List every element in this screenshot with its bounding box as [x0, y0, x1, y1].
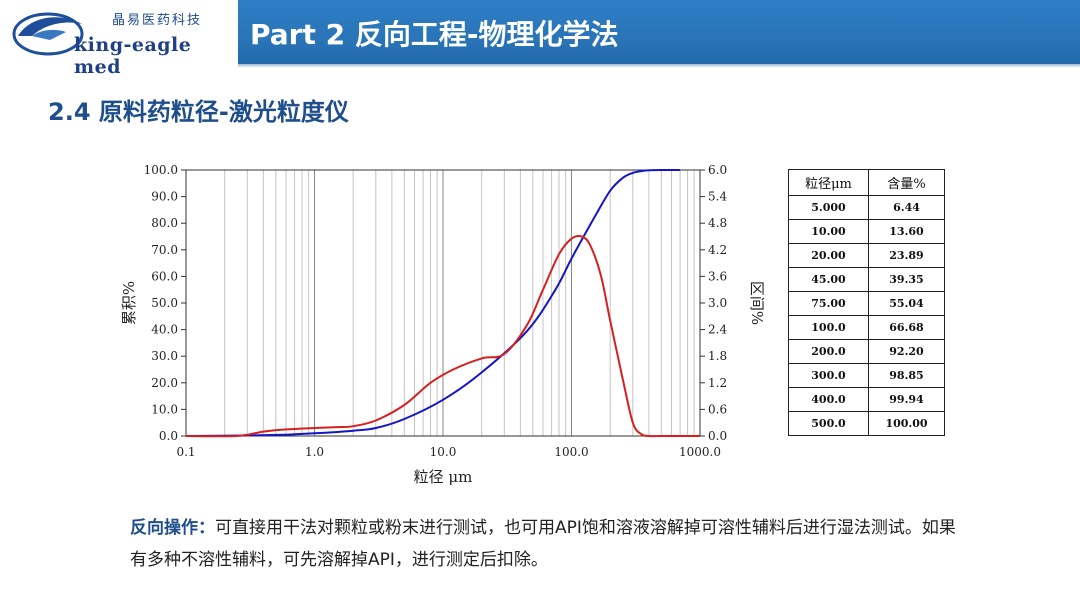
table-cell-size: 200.0: [788, 339, 869, 364]
x-tick-label: 1000.0: [679, 445, 721, 459]
table-row: 300.0 98.85: [788, 363, 945, 388]
y-right-tick-label: 1.8: [708, 349, 727, 363]
table-cell-size: 100.0: [788, 315, 869, 340]
interval-series-line: [185, 234, 700, 438]
table-header-content: 含量%: [868, 169, 945, 196]
y-right-tick-label: 3.6: [708, 269, 727, 283]
y-left-tick-label: 20.0: [151, 376, 178, 390]
table-cell-size: 5.000: [788, 195, 869, 220]
x-tick-label: 10.0: [430, 445, 457, 459]
y-right-tick-label: 4.2: [708, 243, 727, 257]
y-left-tick-label: 100.0: [144, 163, 178, 177]
cumulative-series-line: [185, 169, 681, 437]
eagle-logo-icon: [12, 12, 84, 56]
table-cell-size: 10.00: [788, 219, 869, 244]
y-left-tick-label: 60.0: [151, 269, 178, 283]
y-right-tick-label: 4.8: [708, 216, 727, 230]
company-logo: 晶易医药科技 king-eagle med: [0, 0, 240, 78]
y-left-tick-label: 70.0: [151, 243, 178, 257]
table-row: 500.0 100.00: [788, 411, 945, 436]
table-cell-content: 39.35: [868, 267, 945, 292]
section-subtitle: 2.4 原料药粒径-激光粒度仪: [48, 98, 349, 126]
table-row: 100.0 66.68: [788, 315, 945, 340]
y-right-tick-label: 5.4: [708, 190, 727, 204]
table-row: 75.00 55.04: [788, 291, 945, 316]
y-right-tick-label: 2.4: [708, 323, 727, 337]
table-row: 5.000 6.44: [788, 195, 945, 220]
title-bar-shadow: [238, 64, 1080, 68]
title-bar: [238, 0, 1080, 64]
table-cell-size: 20.00: [788, 243, 869, 268]
table-cell-size: 45.00: [788, 267, 869, 292]
table-row: 45.00 39.35: [788, 267, 945, 292]
table-row: 400.0 99.94: [788, 387, 945, 412]
table-cell-content: 55.04: [868, 291, 945, 316]
table-cell-content: 92.20: [868, 339, 945, 364]
table-cell-size: 75.00: [788, 291, 869, 316]
header: 晶易医药科技 king-eagle med Part 2 反向工程-物理化学法: [0, 0, 1080, 78]
table-cell-content: 99.94: [868, 387, 945, 412]
x-axis-label: 粒径 μm: [414, 468, 473, 486]
y-right-tick-label: 0.0: [708, 429, 727, 443]
table-cell-size: 500.0: [788, 411, 869, 436]
y-right-tick-label: 6.0: [708, 163, 727, 177]
table-cell-content: 98.85: [868, 363, 945, 388]
table-row: 10.00 13.60: [788, 219, 945, 244]
table-header-row: 粒径μm 含量%: [788, 169, 945, 196]
table-cell-content: 23.89: [868, 243, 945, 268]
y-axis-right-label: 区间%: [748, 281, 766, 325]
table-cell-size: 300.0: [788, 363, 869, 388]
logo-english-text: king-eagle med: [74, 34, 192, 78]
y-left-tick-label: 0.0: [159, 429, 178, 443]
table-cell-content: 100.00: [868, 411, 945, 436]
note-label: 反向操作：: [130, 518, 215, 538]
table-header-size: 粒径μm: [788, 169, 869, 196]
x-tick-label: 1.0: [305, 445, 324, 459]
chart-grid: [224, 170, 695, 436]
table-cell-size: 400.0: [788, 387, 869, 412]
logo-chinese-text: 晶易医药科技: [112, 13, 203, 28]
y-axis-left-label: 累积%: [120, 281, 138, 325]
y-left-tick-label: 10.0: [151, 402, 178, 416]
reverse-operation-note: 反向操作：可直接用干法对颗粒或粉末进行测试，也可用API饱和溶液溶解掉可溶性辅料…: [130, 512, 960, 576]
y-left-tick-label: 90.0: [151, 190, 178, 204]
x-tick-label: 100.0: [554, 445, 588, 459]
table-row: 20.00 23.89: [788, 243, 945, 268]
y-left-tick-label: 80.0: [151, 216, 178, 230]
x-tick-label: 0.1: [176, 445, 195, 459]
y-right-tick-label: 3.0: [708, 296, 727, 310]
page-title: Part 2 反向工程-物理化学法: [250, 18, 619, 51]
table-row: 200.0 92.20: [788, 339, 945, 364]
y-left-tick-label: 30.0: [151, 349, 178, 363]
y-left-tick-label: 40.0: [151, 323, 178, 337]
table-cell-content: 66.68: [868, 315, 945, 340]
table-cell-content: 13.60: [868, 219, 945, 244]
y-right-tick-label: 1.2: [708, 376, 727, 390]
particle-size-chart: 0.1 1.0 10.0 100.0 1000.0 0.0 10.0 20.0 30.0 40.0…: [120, 163, 766, 486]
y-right-tick-label: 0.6: [708, 402, 727, 416]
particle-size-table: 粒径μm 含量% 5.000 6.44 10.00 13.60 20.00 23.89 45…: [788, 169, 945, 436]
note-text: 可直接用干法对颗粒或粉末进行测试，也可用API饱和溶液溶解掉可溶性辅料后进行湿法…: [130, 518, 956, 570]
y-left-tick-label: 50.0: [151, 296, 178, 310]
tick-labels: 0.1 1.0 10.0 100.0 1000.0 0.0 10.0 20.0 30.0 40.0…: [144, 163, 728, 459]
table-cell-content: 6.44: [868, 195, 945, 220]
